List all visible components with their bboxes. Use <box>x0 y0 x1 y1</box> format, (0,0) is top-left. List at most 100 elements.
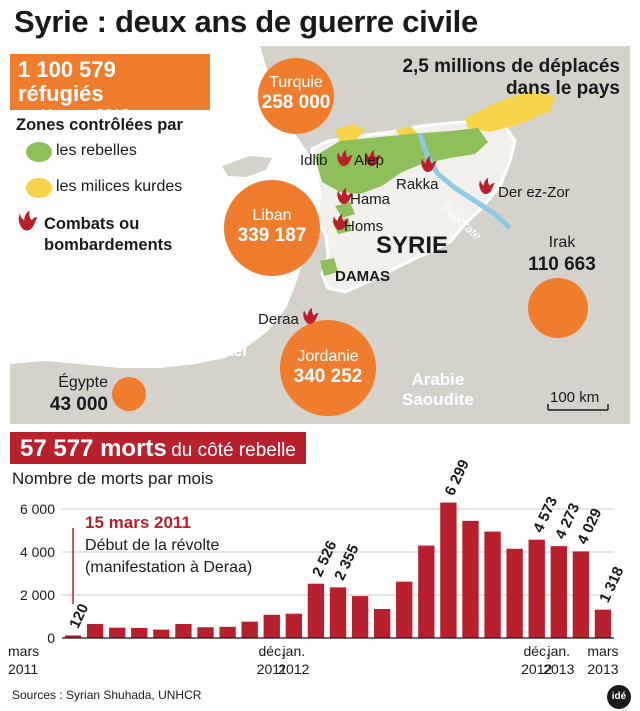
chart-title: Nombre de morts par mois <box>12 469 214 488</box>
deaths-count: 57 577 morts <box>20 435 167 462</box>
combat-marker-icon <box>479 177 495 195</box>
bar <box>351 596 369 638</box>
y-tick-label: 2 000 <box>20 587 55 603</box>
bar <box>462 520 479 638</box>
turkey-label: Turquie 258 000 <box>261 74 331 113</box>
displaced-label: 2,5 millions de déplacés dans le pays <box>402 56 620 99</box>
israel-label: Israël <box>205 343 247 360</box>
egypt-circle <box>112 377 146 411</box>
bar <box>307 583 325 638</box>
refugees-box: 1 100 579 réfugiés au 11 mars 2013 <box>10 54 210 123</box>
x-tick-label: jan. <box>547 643 571 659</box>
x-tick-label: jan. <box>282 643 306 659</box>
city-hama: Hama <box>350 191 391 208</box>
deaths-box: 57 577 morts du côté rebelle <box>10 432 306 464</box>
bar <box>418 545 435 638</box>
deaths-side: du côté rebelle <box>171 440 296 461</box>
syria-label: SYRIE <box>376 232 449 259</box>
rebel-zone <box>335 202 355 218</box>
bar <box>440 502 457 638</box>
combat-marker-icon <box>337 187 353 205</box>
bar <box>64 635 82 638</box>
saudi-label: Arabie Saoudite <box>402 370 474 409</box>
rebel-legend-swatch <box>26 142 52 162</box>
rebel-zone <box>320 258 338 276</box>
bar <box>550 546 567 638</box>
annotation-text: Début de la révolte <box>85 537 219 554</box>
map-canvas <box>10 46 630 424</box>
x-tick-label: déc. <box>259 643 285 659</box>
city-der-ez-zor: Der ez-Zor <box>498 184 570 201</box>
bar <box>86 624 104 638</box>
city-homs: Homs <box>344 218 384 235</box>
kurd-zone <box>395 126 418 141</box>
iraq-label: Irak 110 663 <box>528 234 596 275</box>
x-tick-label: 2011 <box>257 661 287 677</box>
jordan-circle <box>280 320 376 416</box>
kurd-zone <box>335 124 365 142</box>
legend-kurds: les milices kurdes <box>56 178 183 195</box>
bar-value-label: 1 318 <box>596 564 627 605</box>
refugees-date: au 11 mars 2013 <box>18 106 130 123</box>
lebanon-label: Liban 339 187 <box>237 207 307 246</box>
city-deraa: Deraa <box>258 311 299 328</box>
kurd-zone <box>465 91 555 132</box>
iraq-circle <box>528 278 588 338</box>
annotation-date: 15 mars 2011 <box>85 513 191 532</box>
bar <box>219 626 236 638</box>
bar <box>175 624 192 638</box>
legend-title: Zones contrôlées par <box>16 116 183 134</box>
combat-marker-icon <box>365 149 381 167</box>
x-tick-label: 2013 <box>543 661 574 677</box>
combat-marker-icon <box>333 213 349 231</box>
egypt-label: Égypte 43 000 <box>49 374 108 415</box>
refugees-count: 1 100 579 réfugiés <box>18 57 116 106</box>
combat-marker-icon <box>337 149 353 167</box>
combat-markers <box>303 149 495 325</box>
kurd-legend-swatch <box>26 178 52 198</box>
publisher-logo: idé <box>607 685 631 709</box>
city-idlib: Idlib <box>300 152 328 169</box>
bar <box>197 627 214 638</box>
city-rakka: Rakka <box>396 176 439 193</box>
sea <box>10 46 320 368</box>
x-tick-label: 2012 <box>521 661 552 677</box>
y-tick-label: 6 000 <box>20 501 55 517</box>
bar <box>484 531 501 638</box>
map: 1 100 579 réfugiés au 11 mars 2013 2,5 m… <box>10 46 630 424</box>
city-damas: DAMAS <box>335 268 390 285</box>
bar <box>572 551 590 638</box>
bar <box>109 627 126 638</box>
x-tick-label: mars <box>8 643 39 659</box>
x-tick-label: 2012 <box>278 661 309 677</box>
sources: Sources : Syrian Shuhada, UNHCR <box>12 688 202 702</box>
deaths-section: 57 577 morts du côté rebelle Nombre de m… <box>0 424 640 711</box>
x-tick-label: mars <box>587 643 618 659</box>
y-tick-label: 0 <box>47 630 55 646</box>
combat-marker-icon <box>303 307 319 325</box>
bar <box>153 629 170 638</box>
rebel-zone <box>315 128 488 194</box>
bar <box>263 614 280 638</box>
scale-label: 100 km <box>550 389 600 406</box>
bar-value-label: 6 299 <box>442 457 473 498</box>
bar <box>329 587 347 638</box>
bar <box>396 581 413 638</box>
city-alep: Alep <box>354 152 385 169</box>
page-title: Syrie : deux ans de guerre civile <box>14 4 478 39</box>
legend-combat: Combats ou bombardements <box>44 215 173 254</box>
bar <box>528 539 545 638</box>
lebanon-circle <box>224 180 320 276</box>
bar <box>241 621 258 638</box>
bar <box>373 608 391 638</box>
bar <box>594 609 612 638</box>
bar <box>285 613 303 638</box>
jordan-label: Jordanie 340 252 <box>293 348 363 387</box>
bar <box>131 627 148 638</box>
x-tick-label: 2013 <box>587 661 618 677</box>
combat-legend-icon <box>18 210 38 231</box>
x-tick-label: déc. <box>523 643 549 659</box>
turkey-circle <box>258 58 334 134</box>
x-tick-label: 2011 <box>8 661 38 677</box>
